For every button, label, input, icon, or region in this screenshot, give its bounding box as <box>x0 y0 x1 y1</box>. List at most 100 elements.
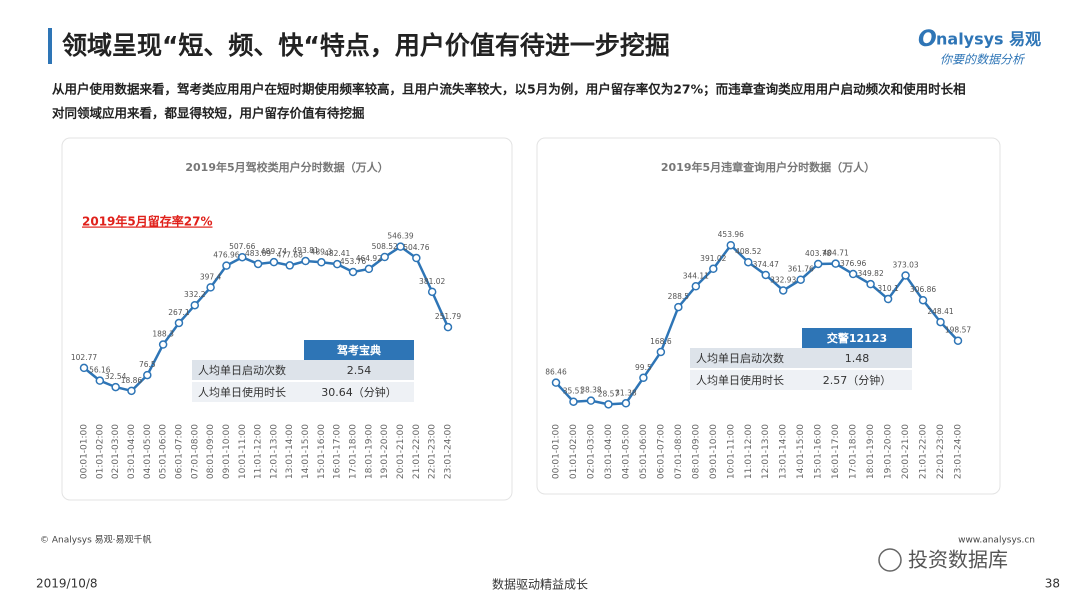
data-label: 453.96 <box>718 230 744 239</box>
data-label: 76.5 <box>139 360 156 369</box>
data-label: 306.86 <box>910 285 936 294</box>
x-tick-label: 10:01-11:00 <box>726 424 736 479</box>
title-bar <box>48 28 52 64</box>
data-label: 507.66 <box>229 242 255 251</box>
data-point <box>796 275 805 284</box>
x-tick-label: 17:01-18:00 <box>349 424 359 479</box>
logo-tagline: 你要的数据分析 <box>940 53 1026 67</box>
data-point <box>190 300 200 310</box>
table-header: 交警12123 <box>827 331 887 345</box>
x-tick-label: 23:01-24:00 <box>954 424 964 479</box>
x-tick-label: 13:01-14:00 <box>285 424 295 479</box>
annotation: 2019年5月留存率27% <box>82 214 212 229</box>
x-tick-label: 07:01-08:00 <box>190 424 200 479</box>
table-row <box>690 348 912 368</box>
description-line: 从用户使用数据来看，驾考类应用用户在短时期使用频率较高，且用户流失率较大，以5月… <box>52 82 966 97</box>
data-label: 56.16 <box>89 366 111 375</box>
data-label: 476.96 <box>213 251 239 260</box>
data-point <box>639 373 648 383</box>
slide-title: 领域呈现“短、频、快“特点，用户价值有待进一步挖掘 <box>62 31 670 60</box>
data-point <box>709 264 718 274</box>
data-label: 397.4 <box>200 272 222 281</box>
data-label: 267.1 <box>168 308 190 317</box>
data-point <box>604 400 613 409</box>
page-number: 38 <box>1045 577 1060 591</box>
x-tick-label: 06:01-07:00 <box>174 424 184 479</box>
x-tick-label: 08:01-09:00 <box>691 424 701 479</box>
data-label: 376.96 <box>840 259 866 268</box>
x-tick-label: 05:01-06:00 <box>159 424 169 479</box>
data-point <box>127 386 136 396</box>
x-tick-label: 22:01-23:00 <box>936 424 946 479</box>
data-point <box>396 242 405 251</box>
data-point <box>744 257 753 267</box>
x-tick-label: 04:01-05:00 <box>621 424 631 479</box>
data-label: 504.76 <box>403 243 429 252</box>
data-point <box>364 264 374 274</box>
table-header-cell <box>304 340 414 360</box>
description-line: 对同领域应用来看，都显得较短，用户留存价值有待挖掘 <box>52 106 365 121</box>
x-tick-label: 12:01-13:00 <box>269 424 279 479</box>
data-label: 349.82 <box>857 269 883 278</box>
x-tick-label: 03:01-04:00 <box>604 424 614 479</box>
data-point <box>848 269 858 279</box>
chart-title: 2019年5月驾校类用户分时数据（万人） <box>185 160 388 174</box>
data-label: 404.71 <box>823 249 849 258</box>
data-point <box>901 271 910 280</box>
x-tick-label: 04:01-05:00 <box>143 424 153 479</box>
data-point <box>586 396 596 405</box>
x-tick-label: 21:01-22:00 <box>919 424 929 479</box>
data-point <box>866 279 875 289</box>
x-tick-label: 16:01-17:00 <box>333 424 343 479</box>
x-tick-label: 12:01-13:00 <box>761 424 771 479</box>
data-point <box>269 257 279 267</box>
data-label: 489.74 <box>261 247 287 256</box>
data-point <box>761 270 770 280</box>
chart-title: 2019年5月违章查询用户分时数据（万人） <box>661 160 875 174</box>
data-label: 546.39 <box>387 232 413 241</box>
data-label: 373.03 <box>892 260 918 269</box>
table-row <box>192 382 414 402</box>
x-tick-label: 02:01-03:00 <box>586 424 596 479</box>
x-tick-label: 15:01-16:00 <box>814 424 824 479</box>
data-label: 453.76 <box>340 257 366 266</box>
data-label: 403.78 <box>805 249 831 258</box>
logo-o: O <box>918 27 937 52</box>
x-tick-label: 14:01-15:00 <box>796 424 806 479</box>
data-point <box>427 287 437 297</box>
data-point <box>79 363 89 373</box>
data-point <box>551 378 561 387</box>
data-point <box>158 340 168 349</box>
data-label: 251.79 <box>435 312 461 321</box>
data-point <box>883 294 893 304</box>
data-point <box>317 258 326 267</box>
x-tick-label: 14:01-15:00 <box>301 424 311 479</box>
data-label: 86.46 <box>545 368 567 377</box>
data-label: 35.51 <box>563 387 585 396</box>
data-label: 102.77 <box>71 353 97 362</box>
data-label: 374.47 <box>753 260 779 269</box>
date: 2019/10/8 <box>36 577 98 591</box>
x-tick-label: 01:01-02:00 <box>95 424 105 479</box>
data-point <box>348 267 358 277</box>
data-point <box>174 318 184 328</box>
data-point <box>412 253 421 263</box>
data-label: 32.54 <box>105 372 127 381</box>
data-point <box>238 252 247 262</box>
data-point <box>222 261 231 270</box>
x-tick-label: 03:01-04:00 <box>127 424 137 479</box>
data-label: 31.38 <box>615 388 637 397</box>
x-tick-label: 18:01-19:00 <box>364 424 374 479</box>
watermark: 投资数据库 <box>908 548 1008 572</box>
data-label: 344.11 <box>683 271 709 280</box>
logo: nalysys 易观 <box>936 30 1041 49</box>
x-tick-label: 01:01-02:00 <box>569 424 579 479</box>
data-label: 408.52 <box>735 247 761 256</box>
data-point <box>569 397 578 406</box>
data-point <box>831 259 840 268</box>
table-header: 驾考宝典 <box>336 343 381 357</box>
chart-panel <box>61 137 513 501</box>
table-cell: 2.57（分钟） <box>823 373 892 387</box>
table-cell: 人均单日使用时长 <box>696 374 784 387</box>
